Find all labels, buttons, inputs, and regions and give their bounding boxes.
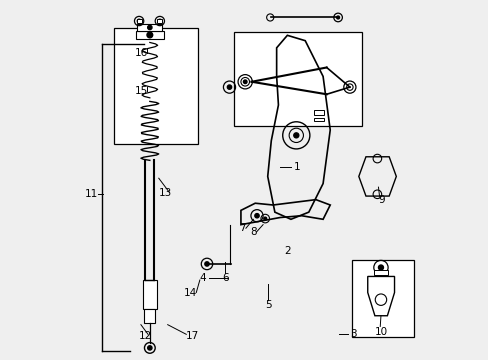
Text: 3: 3 [349, 329, 356, 339]
Text: 5: 5 [264, 300, 271, 310]
Text: 1: 1 [293, 162, 300, 172]
Bar [313, 110, 324, 115]
Text: 15: 15 [134, 86, 147, 96]
Text: 10: 10 [374, 327, 386, 337]
Text: 6: 6 [222, 273, 228, 283]
Circle shape [336, 16, 339, 19]
Text: 12: 12 [138, 332, 151, 342]
Bar [157, 19, 162, 23]
Circle shape [137, 19, 141, 23]
Circle shape [204, 262, 209, 266]
Text: 14: 14 [184, 288, 197, 297]
Circle shape [243, 80, 246, 84]
Circle shape [263, 217, 266, 220]
Text: 4: 4 [199, 273, 206, 283]
FancyBboxPatch shape [114, 28, 198, 144]
Circle shape [147, 346, 152, 350]
Circle shape [227, 85, 231, 89]
Text: 11: 11 [85, 189, 98, 199]
Bar [136, 19, 142, 23]
Circle shape [158, 19, 162, 23]
Circle shape [293, 133, 298, 138]
Text: 16: 16 [134, 48, 147, 58]
Bar [137, 24, 162, 31]
Bar [313, 118, 324, 121]
Text: 8: 8 [249, 227, 256, 237]
Text: 7: 7 [239, 223, 245, 233]
Bar [135, 31, 164, 39]
Bar [142, 280, 157, 309]
Text: 13: 13 [159, 188, 172, 198]
Circle shape [254, 213, 259, 218]
FancyBboxPatch shape [233, 32, 362, 126]
Circle shape [147, 32, 152, 38]
Circle shape [147, 25, 152, 30]
Bar [373, 270, 387, 275]
FancyBboxPatch shape [351, 260, 413, 337]
Bar [144, 309, 155, 323]
Circle shape [378, 265, 383, 270]
Text: 2: 2 [284, 247, 290, 256]
Text: 9: 9 [377, 195, 384, 204]
Text: 17: 17 [185, 332, 198, 342]
